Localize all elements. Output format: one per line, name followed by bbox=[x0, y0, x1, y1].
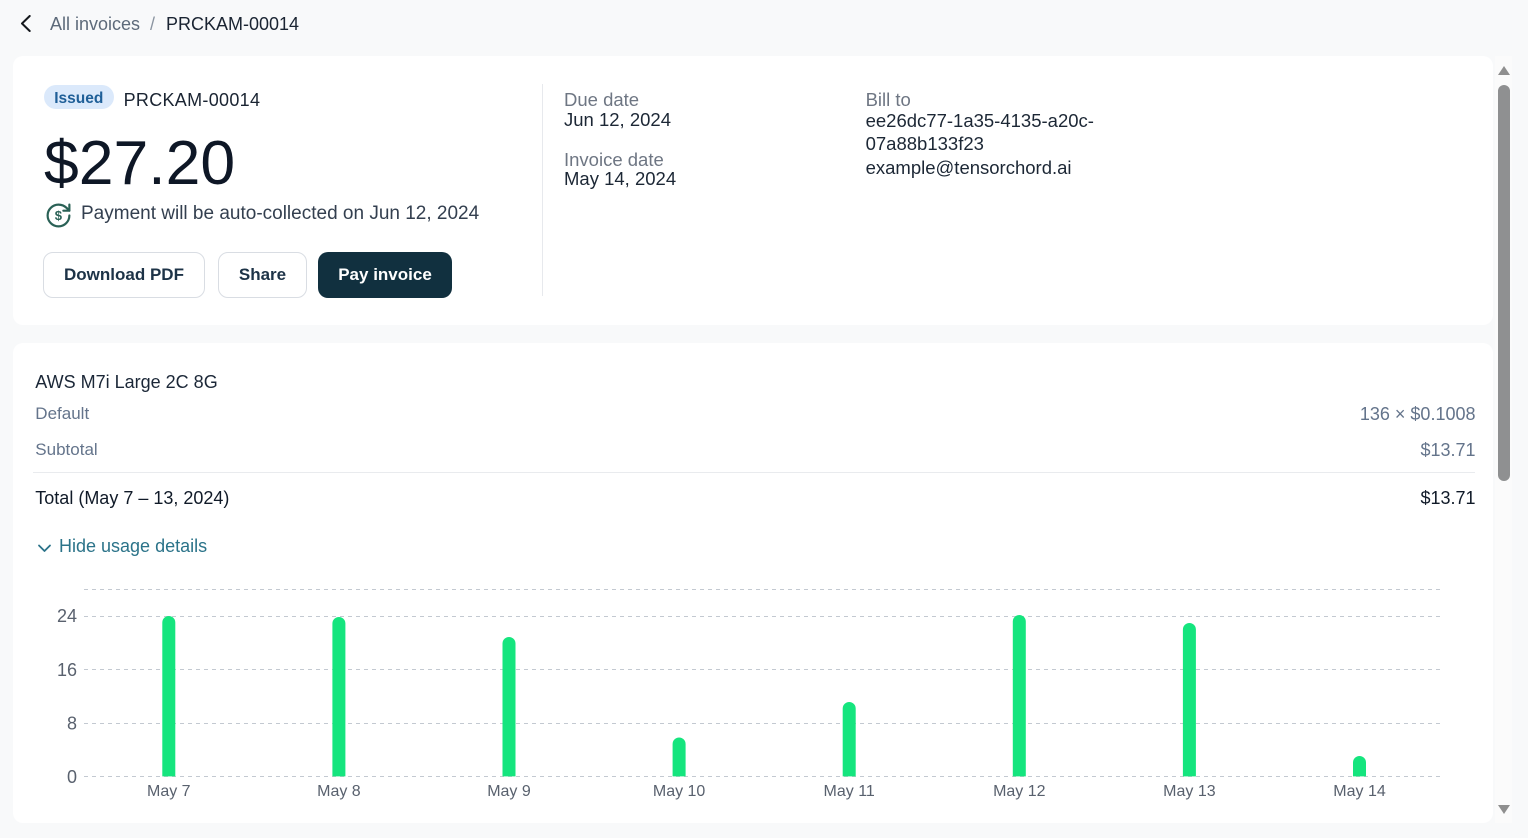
svg-text:May 7: May 7 bbox=[147, 783, 191, 800]
svg-text:May 11: May 11 bbox=[824, 783, 875, 800]
svg-text:May 14: May 14 bbox=[1333, 783, 1386, 800]
svg-text:0: 0 bbox=[67, 767, 77, 787]
svg-text:8: 8 bbox=[67, 713, 77, 733]
svg-text:May 13: May 13 bbox=[1163, 783, 1216, 800]
svg-text:May 8: May 8 bbox=[317, 783, 361, 800]
svg-text:$: $ bbox=[54, 208, 62, 223]
svg-text:May 12: May 12 bbox=[993, 783, 1046, 800]
svg-text:May 9: May 9 bbox=[487, 783, 531, 800]
svg-text:16: 16 bbox=[57, 660, 77, 680]
svg-text:May 10: May 10 bbox=[653, 783, 706, 800]
svg-text:24: 24 bbox=[57, 606, 77, 626]
